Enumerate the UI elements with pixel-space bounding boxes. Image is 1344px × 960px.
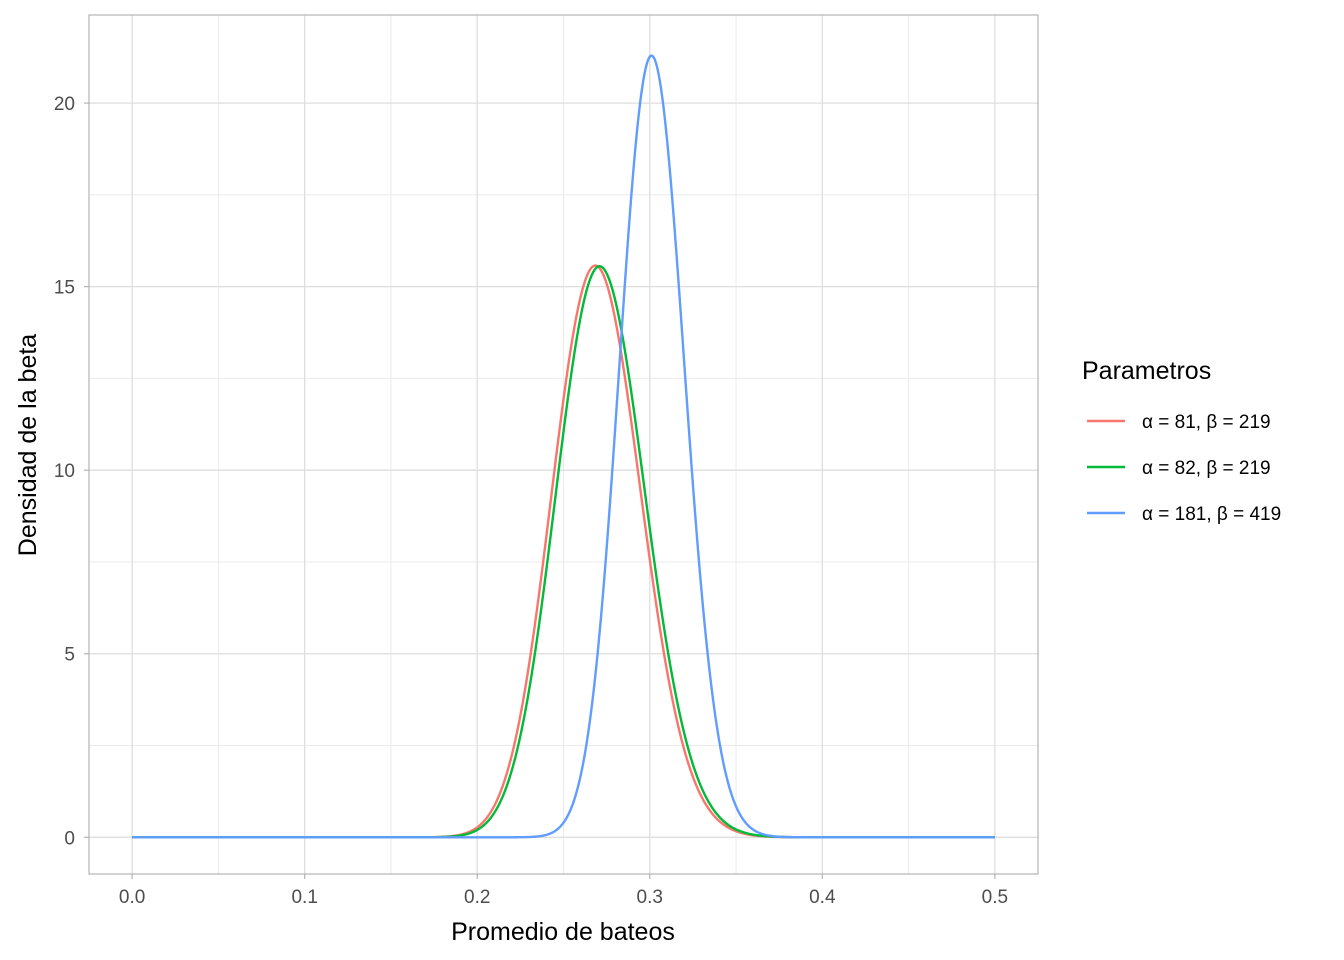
y-tick-label: 0 (64, 828, 75, 849)
y-tick-label: 5 (64, 645, 75, 666)
x-tick-label: 0.3 (637, 887, 663, 908)
x-tick-label: 0.4 (809, 887, 836, 908)
plot-border (88, 14, 1039, 875)
x-axis-title: Promedio de bateos (451, 918, 675, 946)
y-axis-ticks: 0 5 10 15 20 (54, 94, 89, 849)
legend: Parametros α = 81, β = 219 α = 82, β = 21… (1082, 357, 1281, 525)
minor-gridlines (89, 15, 1038, 874)
legend-label: α = 181, β = 419 (1142, 504, 1281, 525)
series-line (131, 54, 996, 839)
legend-title: Parametros (1082, 357, 1211, 385)
x-tick-label: 0.2 (464, 887, 490, 908)
y-tick-label: 20 (54, 94, 75, 115)
legend-label: α = 82, β = 219 (1142, 458, 1271, 479)
legend-label: α = 81, β = 219 (1142, 412, 1271, 433)
y-tick-label: 15 (54, 278, 75, 299)
series-lines (131, 54, 996, 839)
y-tick-label: 10 (54, 461, 75, 482)
x-tick-label: 0.5 (982, 887, 1008, 908)
x-tick-label: 0.0 (119, 887, 145, 908)
x-axis-ticks: 0.0 0.1 0.2 0.3 0.4 0.5 (119, 874, 1008, 908)
x-tick-label: 0.1 (291, 887, 317, 908)
y-axis-title: Densidad de la beta (14, 334, 42, 556)
